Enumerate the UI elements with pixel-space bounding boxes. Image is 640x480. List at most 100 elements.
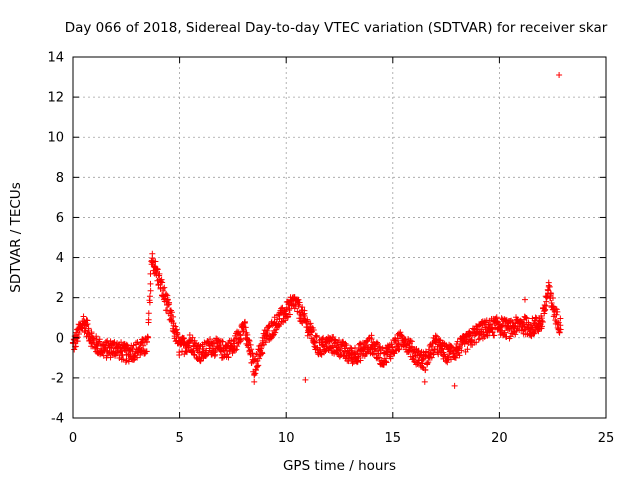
- grid: [73, 57, 606, 418]
- data-point: [456, 352, 463, 359]
- data-point: [383, 359, 390, 366]
- data-point: [466, 329, 473, 336]
- data-point: [473, 339, 480, 346]
- data-point: [408, 338, 415, 345]
- data-point: [405, 348, 412, 355]
- data-point: [252, 367, 259, 374]
- y-tick-label: 10: [47, 131, 64, 146]
- data-point: [557, 326, 564, 333]
- data-point: [129, 345, 136, 352]
- data-point: [313, 332, 320, 339]
- x-tick-label: 10: [278, 431, 295, 446]
- data-point: [93, 333, 100, 340]
- data-point: [556, 72, 563, 79]
- data-point: [388, 341, 395, 348]
- data-point: [244, 331, 251, 338]
- data-point: [120, 356, 127, 363]
- data-point: [493, 314, 500, 321]
- data-point: [107, 354, 114, 361]
- data-point: [217, 347, 224, 354]
- data-point: [491, 332, 498, 339]
- data-point: [190, 351, 197, 358]
- data-point: [256, 355, 263, 362]
- y-tick-label: -2: [51, 371, 64, 386]
- data-point: [302, 376, 309, 383]
- data-point: [543, 298, 550, 305]
- data-point: [160, 287, 167, 294]
- data-point: [425, 359, 432, 366]
- data-point: [81, 329, 88, 336]
- data-point: [249, 350, 256, 357]
- data-point: [521, 296, 528, 303]
- data-point: [246, 337, 253, 344]
- data-point: [504, 327, 511, 334]
- data-point: [134, 354, 141, 361]
- data-point: [248, 346, 255, 353]
- data-point: [159, 279, 166, 286]
- y-tick-label: 6: [56, 211, 64, 226]
- data-point: [241, 320, 248, 327]
- data-point: [168, 309, 175, 316]
- data-point: [408, 343, 415, 350]
- data-point: [197, 358, 204, 365]
- data-point: [71, 346, 78, 353]
- data-point: [375, 355, 382, 362]
- data-point: [502, 316, 509, 323]
- data-point: [422, 367, 429, 374]
- data-point: [428, 343, 435, 350]
- data-point: [199, 348, 206, 355]
- data-point: [532, 314, 539, 321]
- data-point: [357, 357, 364, 364]
- data-point: [501, 329, 508, 336]
- data-point: [539, 318, 546, 325]
- data-point: [161, 284, 168, 291]
- y-axis-label: SDTVAR / TECUs: [8, 182, 24, 292]
- data-point: [154, 266, 161, 273]
- data-point: [530, 330, 537, 337]
- y-tick-label: 8: [56, 171, 64, 186]
- data-point: [174, 330, 181, 337]
- data-point: [376, 343, 383, 350]
- data-point: [492, 315, 499, 322]
- data-point: [123, 341, 130, 348]
- data-point: [489, 329, 496, 336]
- data-point: [137, 352, 144, 359]
- x-axis-label: GPS time / hours: [283, 458, 396, 474]
- data-point: [79, 324, 86, 331]
- data-point: [475, 336, 482, 343]
- data-point: [354, 359, 361, 366]
- data-point: [96, 336, 103, 343]
- data-point: [310, 327, 317, 334]
- y-tick-label: 14: [47, 51, 64, 66]
- data-point: [361, 345, 368, 352]
- data-point: [286, 305, 293, 312]
- data-point: [171, 333, 178, 340]
- data-point: [251, 378, 258, 385]
- data-point: [166, 299, 173, 306]
- data-point: [286, 307, 293, 314]
- axis-ticks: 0 5 10 15 20 25 -4 -2 0 2 4 6 8 10 12 14: [47, 51, 614, 447]
- x-tick-label: 25: [598, 431, 615, 446]
- data-point: [180, 335, 187, 342]
- chart-title: Day 066 of 2018, Sidereal Day-to-day VTE…: [65, 20, 608, 36]
- data-point: [233, 346, 240, 353]
- data-point: [531, 330, 538, 337]
- data-point: [262, 339, 269, 346]
- data-point: [156, 270, 163, 277]
- data-point: [488, 325, 495, 332]
- data-point: [499, 322, 506, 329]
- data-point: [334, 340, 341, 347]
- data-point: [368, 335, 375, 342]
- data-point: [456, 344, 463, 351]
- data-point: [464, 346, 471, 353]
- data-point: [191, 337, 198, 344]
- data-point: [317, 347, 324, 354]
- data-point: [254, 363, 261, 370]
- data-point: [427, 350, 434, 357]
- data-point: [225, 354, 232, 361]
- data-point: [557, 315, 564, 322]
- data-point: [143, 338, 150, 345]
- data-point: [301, 312, 308, 319]
- data-point: [237, 336, 244, 343]
